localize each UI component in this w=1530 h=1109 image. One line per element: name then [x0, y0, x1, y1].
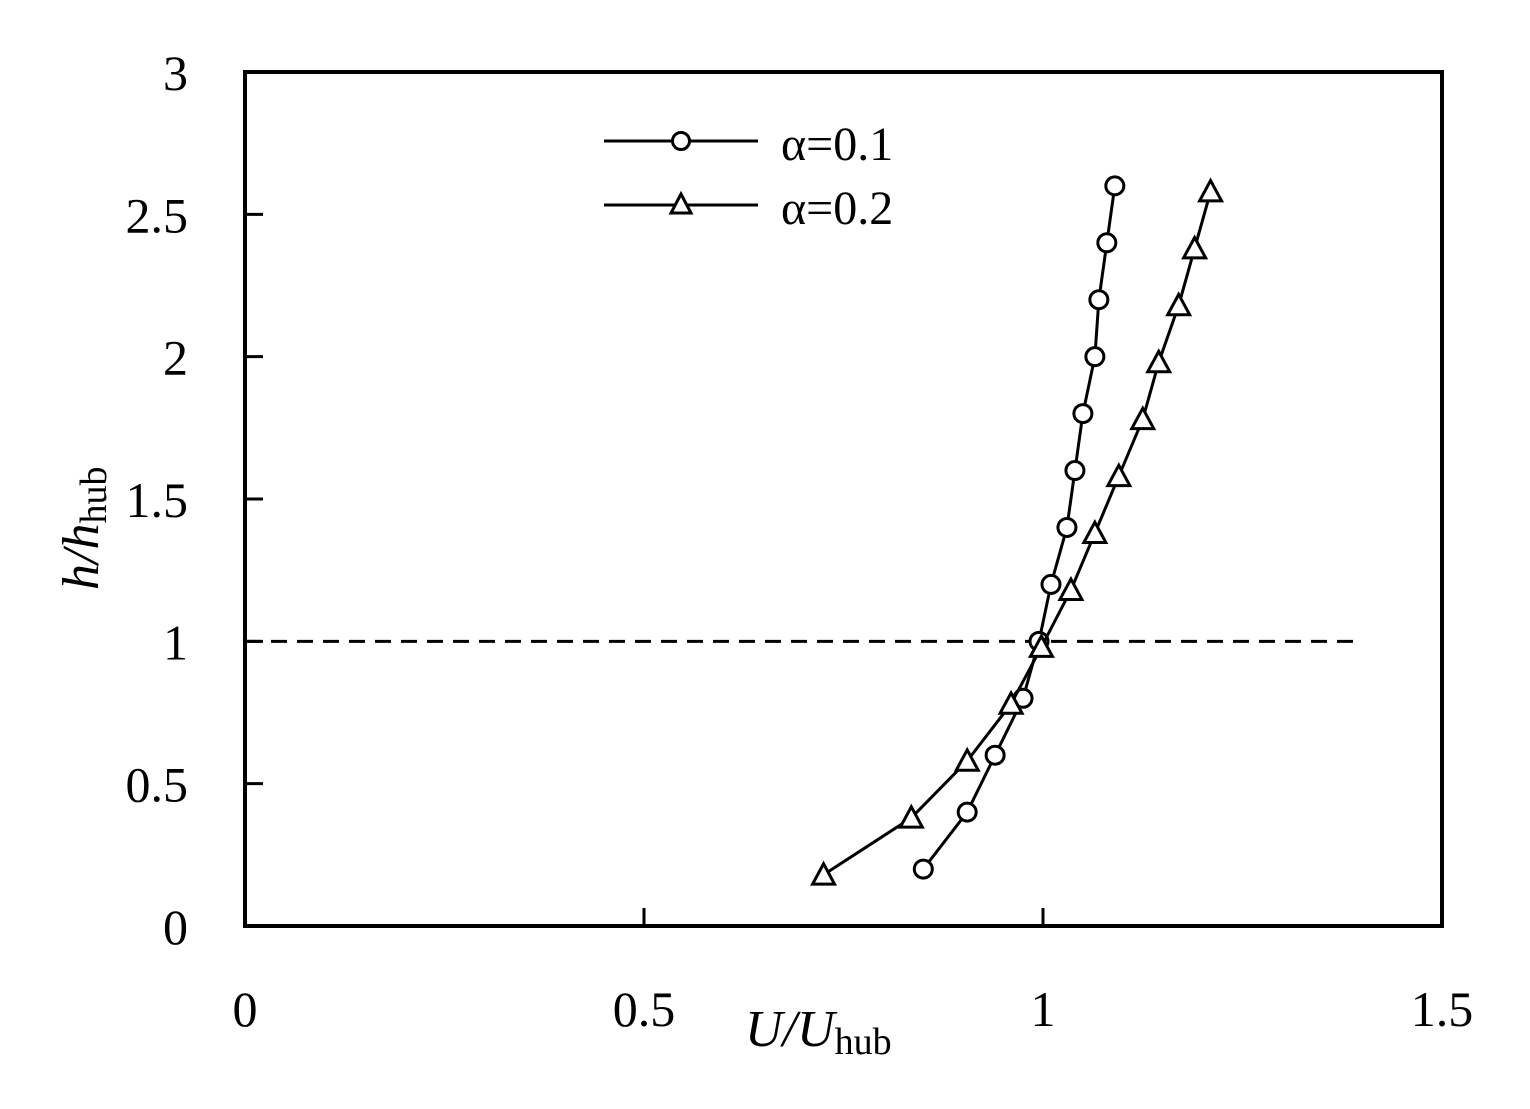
- y-axis-title: h/hhub: [53, 467, 115, 590]
- series-1-point: [956, 801, 978, 823]
- series-1-point: [1056, 516, 1078, 538]
- series-1-point: [1104, 175, 1126, 197]
- series-2-point: [997, 689, 1025, 715]
- series-1-point: [1084, 346, 1106, 368]
- series-1-line: [922, 185, 1117, 870]
- y-axis-ticks: 0 0.5 1 1.5 2 2.5 3: [126, 45, 263, 955]
- x-axis-title-sub: hub: [835, 1021, 892, 1063]
- y-tick-label: 1: [163, 614, 188, 670]
- y-tick-label: 0: [163, 899, 188, 955]
- x-tick-label: 0: [233, 981, 258, 1037]
- series-2-line: [822, 191, 1213, 877]
- series-2-point: [1105, 462, 1133, 488]
- series-2-point: [1081, 519, 1109, 545]
- series-1-point: [984, 744, 1006, 766]
- series-2-point: [1197, 177, 1225, 203]
- series-layer: [810, 175, 1225, 886]
- series-2-point: [1165, 291, 1193, 317]
- legend-marker-series-2: [668, 190, 694, 215]
- series-1-point: [1072, 403, 1094, 425]
- y-tick-label: 3: [163, 45, 188, 101]
- series-2-point: [1181, 234, 1209, 260]
- y-axis-title-main: h/h: [53, 524, 110, 590]
- y-tick-label: 2: [163, 330, 188, 386]
- series-1-point: [912, 858, 934, 880]
- series-2-point: [1057, 575, 1085, 601]
- x-axis-title: U/Uhub: [745, 1001, 892, 1063]
- legend-label-series-1: α=0.1: [781, 118, 893, 171]
- series-2: [810, 177, 1225, 886]
- y-tick-label: 2.5: [126, 187, 189, 243]
- x-axis-title-main: U/U: [745, 1001, 838, 1058]
- y-axis-title-sub: hub: [73, 467, 115, 524]
- legend-label-series-2: α=0.2: [781, 182, 893, 235]
- y-tick-label: 1.5: [126, 472, 189, 528]
- series-2-point: [1027, 632, 1055, 658]
- y-tick-label: 0.5: [126, 757, 189, 813]
- series-2-point: [1129, 405, 1157, 431]
- x-tick-label: 1.5: [1411, 981, 1474, 1037]
- series-2-point: [1145, 348, 1173, 374]
- series-1-point: [1096, 232, 1118, 254]
- series-1-point: [1040, 573, 1062, 595]
- series-2-point: [953, 746, 981, 772]
- x-tick-label: 1: [1031, 981, 1056, 1037]
- x-axis-ticks: 0 0.5 1 1.5: [233, 908, 1474, 1037]
- series-2-point: [810, 860, 838, 886]
- legend-marker-series-1: [671, 131, 691, 151]
- series-2-point: [897, 803, 925, 829]
- series-1-point: [1088, 289, 1110, 311]
- series-1-point: [1064, 460, 1086, 482]
- x-tick-label: 0.5: [613, 981, 676, 1037]
- legend: α=0.1 α=0.2: [604, 118, 893, 235]
